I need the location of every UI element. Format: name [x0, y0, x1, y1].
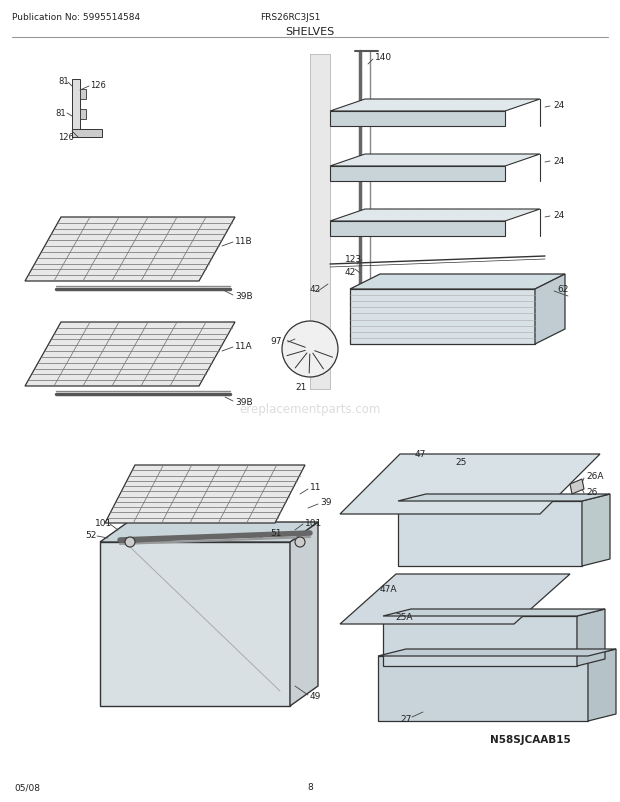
Polygon shape	[340, 574, 570, 624]
Polygon shape	[100, 522, 318, 542]
Polygon shape	[330, 111, 505, 127]
Polygon shape	[350, 274, 565, 290]
Polygon shape	[588, 649, 616, 721]
Text: 97: 97	[270, 337, 281, 346]
Text: 81: 81	[55, 108, 66, 117]
Polygon shape	[350, 290, 535, 345]
Text: 140: 140	[375, 54, 392, 63]
Text: 42: 42	[310, 286, 321, 294]
Polygon shape	[80, 90, 86, 100]
Text: SHELVES: SHELVES	[285, 27, 335, 37]
Text: FRS26RC3JS1: FRS26RC3JS1	[260, 14, 320, 22]
Text: 24: 24	[553, 156, 564, 165]
Text: N58SJCAAB15: N58SJCAAB15	[490, 734, 571, 744]
Polygon shape	[290, 522, 318, 706]
Text: 126: 126	[58, 133, 74, 142]
Polygon shape	[100, 542, 290, 706]
Polygon shape	[340, 455, 600, 514]
Polygon shape	[330, 155, 540, 167]
Polygon shape	[25, 322, 235, 387]
Polygon shape	[535, 274, 565, 345]
Text: 42: 42	[345, 268, 356, 277]
Polygon shape	[72, 80, 80, 138]
Text: Publication No: 5995514584: Publication No: 5995514584	[12, 14, 140, 22]
Text: 11: 11	[310, 483, 322, 492]
Polygon shape	[105, 465, 305, 524]
Text: 39: 39	[320, 498, 332, 507]
Polygon shape	[25, 217, 235, 282]
Polygon shape	[378, 656, 588, 721]
Text: 25A: 25A	[395, 613, 412, 622]
Text: 47A: 47A	[380, 585, 397, 593]
Text: 39B: 39B	[235, 398, 252, 407]
Polygon shape	[310, 55, 330, 390]
Circle shape	[282, 322, 338, 378]
Text: 101: 101	[305, 519, 322, 528]
Polygon shape	[582, 494, 610, 566]
Polygon shape	[398, 501, 582, 566]
Polygon shape	[378, 649, 616, 656]
Polygon shape	[330, 210, 540, 221]
Text: 39B: 39B	[235, 292, 252, 301]
Polygon shape	[80, 110, 86, 119]
Text: 27: 27	[400, 715, 412, 723]
Text: 11A: 11A	[235, 342, 252, 351]
Polygon shape	[383, 610, 605, 616]
Text: 49: 49	[310, 691, 321, 701]
Polygon shape	[330, 221, 505, 237]
Text: 123: 123	[345, 255, 362, 264]
Text: 24: 24	[553, 101, 564, 111]
Polygon shape	[577, 610, 605, 666]
Text: 11B: 11B	[235, 237, 252, 246]
Circle shape	[125, 537, 135, 547]
Text: 26: 26	[586, 488, 598, 497]
Text: 52: 52	[85, 531, 96, 540]
Text: 81: 81	[58, 78, 69, 87]
Polygon shape	[330, 167, 505, 182]
Polygon shape	[383, 616, 577, 666]
Text: 126: 126	[90, 81, 106, 91]
Text: 05/08: 05/08	[14, 783, 40, 792]
Text: 62: 62	[557, 286, 569, 294]
Polygon shape	[330, 100, 540, 111]
Text: 24: 24	[553, 211, 564, 221]
Text: 101: 101	[95, 519, 112, 528]
Text: 21: 21	[295, 383, 306, 392]
Text: ereplacementparts.com: ereplacementparts.com	[239, 403, 381, 416]
Text: 8: 8	[307, 783, 313, 792]
Text: 47: 47	[415, 450, 427, 459]
Circle shape	[295, 537, 305, 547]
Polygon shape	[570, 480, 584, 494]
Text: 51: 51	[270, 529, 281, 538]
Polygon shape	[72, 130, 102, 138]
Text: 25: 25	[455, 458, 466, 467]
Text: 26A: 26A	[586, 472, 603, 481]
Polygon shape	[398, 494, 610, 501]
